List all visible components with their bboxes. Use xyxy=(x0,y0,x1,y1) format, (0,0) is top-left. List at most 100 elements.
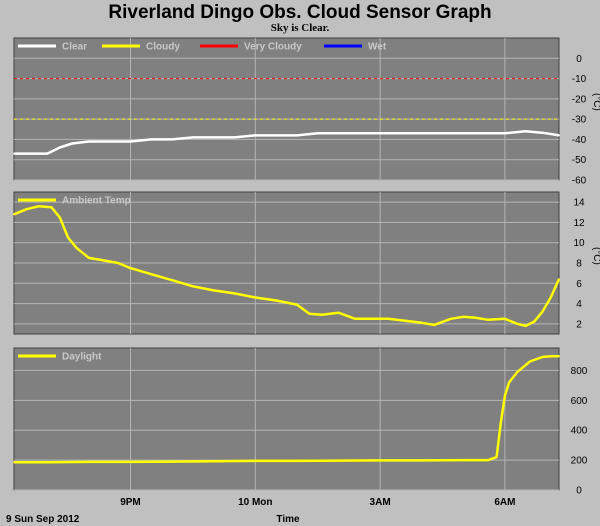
data-point xyxy=(487,459,490,461)
y-tick-label: 4 xyxy=(576,299,582,310)
y-tick-label: -20 xyxy=(572,94,587,105)
data-point xyxy=(129,461,132,463)
data-point xyxy=(75,246,78,249)
data-point xyxy=(254,460,257,462)
data-point xyxy=(171,460,174,463)
x-tick-label: 6AM xyxy=(494,497,515,508)
series-line-daylight xyxy=(14,354,559,464)
data-point xyxy=(504,132,506,135)
y-tick-label: 200 xyxy=(571,456,588,467)
data-point xyxy=(38,205,40,208)
data-point xyxy=(321,313,323,316)
data-point xyxy=(88,140,90,143)
y-tick-label: 6 xyxy=(576,279,582,290)
data-point xyxy=(516,371,519,373)
data-point xyxy=(13,213,15,216)
page-title: Riverland Dingo Obs. Cloud Sensor Graph xyxy=(108,2,491,23)
y-tick-label: 14 xyxy=(573,198,585,209)
y-tick-label: 2 xyxy=(576,319,582,330)
data-point xyxy=(516,323,519,325)
legend-label-daylight: Daylight xyxy=(62,352,102,363)
data-point xyxy=(212,136,215,139)
data-point xyxy=(337,132,340,135)
data-point xyxy=(420,459,423,462)
data-point xyxy=(420,321,423,324)
data-point xyxy=(462,459,465,461)
plot-area-sky xyxy=(13,37,560,181)
data-point xyxy=(233,292,236,295)
y-tick-label: 10 xyxy=(573,238,585,249)
y-axis-unit: (°C) xyxy=(591,247,600,265)
data-point xyxy=(487,318,490,321)
data-point xyxy=(150,273,153,276)
data-point xyxy=(558,355,560,358)
data-point xyxy=(462,315,465,318)
legend-label-wet: Wet xyxy=(368,42,387,53)
data-point xyxy=(25,208,28,211)
x-axis-label: Time xyxy=(276,514,300,525)
y-tick-label: 8 xyxy=(576,259,582,270)
data-point xyxy=(474,316,477,319)
x-tick-label: 10 Mon xyxy=(238,497,272,508)
data-point xyxy=(483,132,485,135)
data-point xyxy=(88,461,90,463)
data-point xyxy=(254,296,257,299)
data-point xyxy=(541,356,544,358)
y-tick-label: 0 xyxy=(576,54,582,65)
x-tick-label: 9PM xyxy=(120,497,141,508)
x-tick-label: 3AM xyxy=(370,497,391,508)
data-point xyxy=(129,267,132,269)
data-point xyxy=(379,459,381,462)
data-point xyxy=(150,138,153,141)
legend-label-very-cloudy: Very Cloudy xyxy=(244,42,302,53)
data-point xyxy=(549,355,552,358)
y-axis-unit: (°C) xyxy=(591,93,600,111)
data-point xyxy=(13,152,15,155)
y-tick-label: 0 xyxy=(576,486,582,497)
data-point xyxy=(88,257,90,259)
data-point xyxy=(462,132,465,135)
legend-label-ambient-temp: Ambient Temp xyxy=(62,196,131,207)
data-point xyxy=(296,460,298,462)
data-point xyxy=(296,303,298,306)
data-point xyxy=(13,461,15,464)
data-point xyxy=(71,142,74,145)
data-point xyxy=(58,216,61,219)
data-point xyxy=(400,132,402,135)
sky-status: Sky is Clear. xyxy=(271,22,330,34)
data-point xyxy=(337,311,340,314)
data-point xyxy=(533,320,535,323)
plot-area-daylight xyxy=(13,347,560,491)
data-point xyxy=(354,317,356,320)
data-point xyxy=(46,152,49,155)
data-point xyxy=(404,319,406,322)
data-point xyxy=(449,317,452,320)
data-point xyxy=(192,285,194,288)
data-point xyxy=(387,317,390,320)
data-point xyxy=(46,461,49,464)
data-point xyxy=(499,421,502,424)
data-point xyxy=(50,206,53,209)
y-tick-label: -60 xyxy=(572,176,587,187)
y-tick-label: 400 xyxy=(571,426,588,437)
y-tick-label: -30 xyxy=(572,115,587,126)
y-tick-label: -10 xyxy=(572,74,587,85)
legend-label-cloudy: Cloudy xyxy=(146,42,180,53)
data-point xyxy=(545,132,548,135)
data-point xyxy=(29,152,32,155)
date-label: 9 Sun Sep 2012 xyxy=(6,514,80,525)
data-point xyxy=(171,138,174,141)
data-point xyxy=(504,317,506,320)
data-point xyxy=(433,324,436,326)
y-tick-label: 12 xyxy=(573,218,585,229)
data-point xyxy=(254,134,257,137)
data-point xyxy=(308,312,311,315)
data-point xyxy=(212,460,215,463)
data-point xyxy=(358,132,361,135)
data-point xyxy=(524,130,527,133)
data-point xyxy=(275,299,277,302)
y-tick-label: 600 xyxy=(571,396,588,407)
data-point xyxy=(117,262,119,264)
